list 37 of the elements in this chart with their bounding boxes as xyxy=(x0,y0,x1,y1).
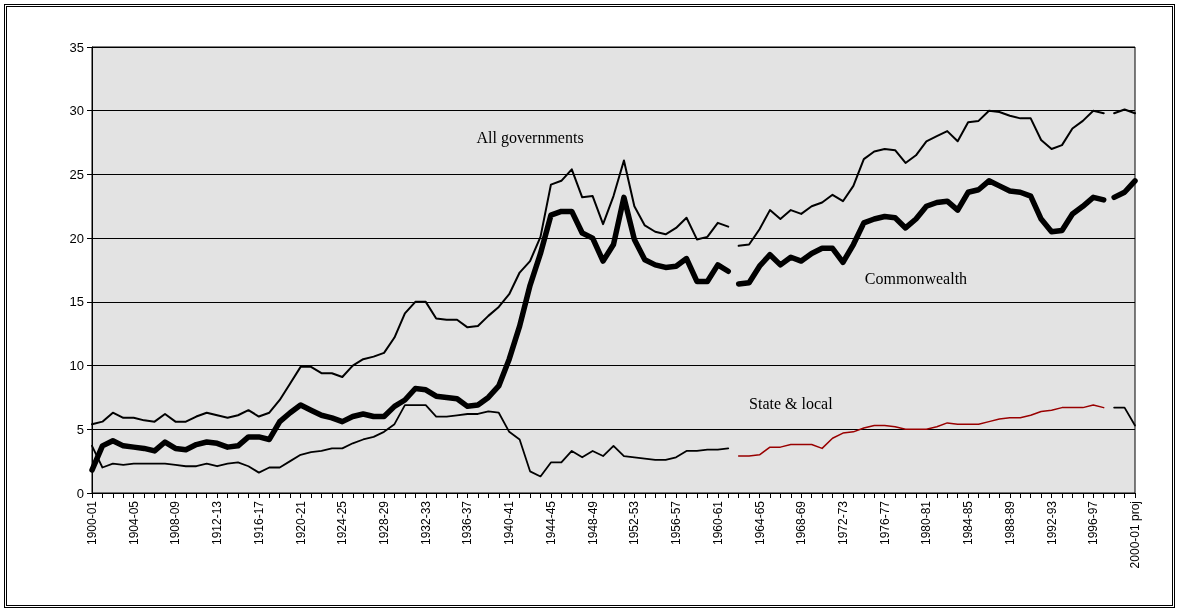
y-tick-label: 25 xyxy=(69,166,84,182)
y-tick-label: 35 xyxy=(69,39,84,55)
x-tick-label: 1988-89 xyxy=(1002,500,1017,546)
x-tick-label: 1960-61 xyxy=(710,500,725,546)
x-tick-label: 1980-81 xyxy=(919,500,934,546)
x-tick-label: 1936-37 xyxy=(460,500,475,546)
x-tick-label: 2000-01 proj xyxy=(1128,501,1142,569)
x-tick-label: 1904-05 xyxy=(126,500,141,546)
y-tick-label: 5 xyxy=(76,421,84,437)
x-tick-label: 1984-85 xyxy=(961,500,976,546)
x-tick-label: 1972-73 xyxy=(835,500,850,546)
x-tick-label: 1908-09 xyxy=(168,500,183,546)
x-tick-label: 1916-17 xyxy=(251,500,266,546)
x-tick-label: 1952-53 xyxy=(627,500,642,546)
text: State & local xyxy=(749,395,834,413)
x-tick-label: 1920-21 xyxy=(293,500,308,546)
x-tick-label: 1956-57 xyxy=(669,500,684,546)
x-tick-label: 1992-93 xyxy=(1044,500,1059,546)
x-tick-label: 1924-25 xyxy=(335,500,350,546)
x-tick-label: 1912-13 xyxy=(210,500,225,546)
x-tick-label: 1976-77 xyxy=(877,500,892,546)
series-label: All governments xyxy=(476,128,584,147)
y-tick-label: 15 xyxy=(69,294,84,310)
x-tick-label: 1996-97 xyxy=(1086,500,1101,546)
x-tick-label: 1948-49 xyxy=(585,500,600,546)
y-tick-label: 0 xyxy=(76,485,84,501)
x-tick-label: 1932-33 xyxy=(418,500,433,546)
x-tick-label: 1944-45 xyxy=(543,500,558,546)
x-tick-label: 1940-41 xyxy=(502,500,517,546)
series-label: Commonwealth xyxy=(864,270,968,288)
y-tick-label: 20 xyxy=(69,230,84,246)
x-tick-label: 1900-01 xyxy=(85,500,99,546)
x-tick-label: 1968-69 xyxy=(794,500,809,546)
x-tick-label: 1964-65 xyxy=(752,500,767,546)
x-tick-label: 1928-29 xyxy=(377,500,392,546)
y-tick-label: 10 xyxy=(69,358,84,374)
y-tick-label: 30 xyxy=(69,103,84,119)
